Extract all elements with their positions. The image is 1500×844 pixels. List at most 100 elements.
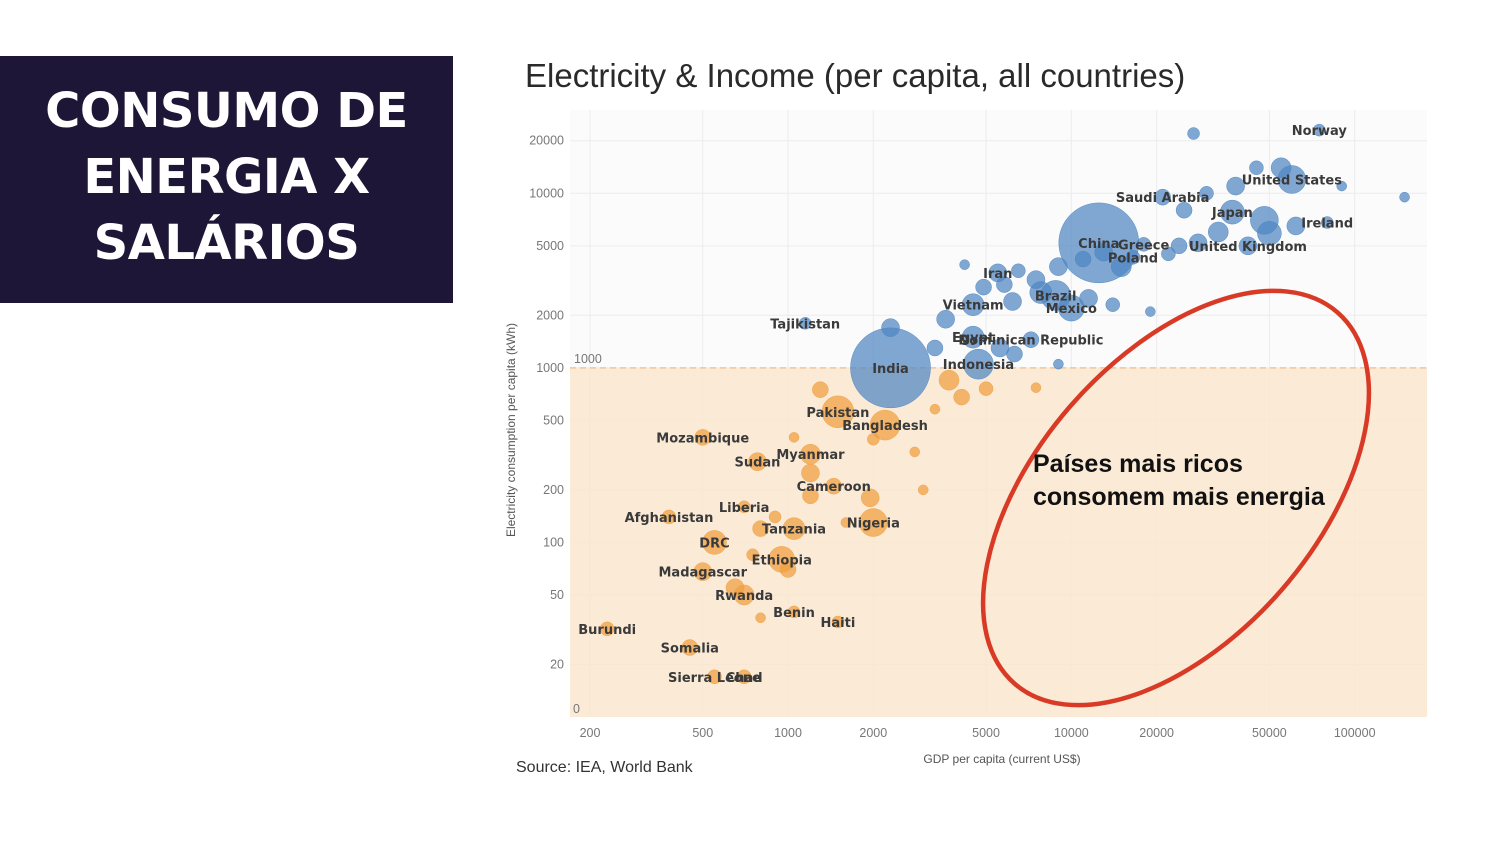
data-point xyxy=(1199,186,1214,201)
country-label: Iran xyxy=(983,267,1012,282)
country-label: China xyxy=(1078,237,1119,252)
data-point xyxy=(1286,216,1306,236)
country-label: Myanmar xyxy=(776,448,845,463)
data-point xyxy=(1003,292,1022,311)
country-label: Vietnam xyxy=(943,299,1004,314)
data-point xyxy=(1049,257,1068,276)
data-point xyxy=(1270,157,1292,179)
data-point xyxy=(1170,237,1188,255)
data-point xyxy=(909,446,920,458)
data-point xyxy=(1026,270,1046,289)
country-label: Haiti xyxy=(821,616,856,631)
data-point xyxy=(860,488,880,508)
country-label: Greece xyxy=(1118,238,1169,253)
data-point xyxy=(1079,289,1098,308)
slide-title-line-2: ENERGIA X xyxy=(83,148,370,205)
y-tick-label: 500 xyxy=(543,413,564,427)
y-tick-label: 50 xyxy=(550,588,564,602)
point-tanzania xyxy=(782,517,806,540)
annotation-line-1: Países mais ricos xyxy=(1033,450,1243,478)
point-sierra-leone xyxy=(707,669,722,685)
point-nigeria xyxy=(859,508,888,537)
point-ireland xyxy=(1320,216,1334,229)
point-benin xyxy=(787,605,801,619)
slide-title-line-3: SALÁRIOS xyxy=(93,214,360,271)
country-label: Saudi Arabia xyxy=(1116,191,1209,206)
data-point xyxy=(1030,382,1042,393)
country-label: Rwanda xyxy=(715,589,773,604)
point-cameroon xyxy=(825,477,843,495)
data-point xyxy=(788,432,800,443)
y-tick-label: 10000 xyxy=(529,186,564,200)
data-point xyxy=(1226,176,1245,196)
data-point xyxy=(1145,306,1156,317)
country-label: Brazil xyxy=(1035,289,1077,304)
country-label: Tajikistan xyxy=(770,317,840,332)
country-label: Afghanistan xyxy=(625,511,714,526)
country-label: Chad xyxy=(726,671,763,686)
x-tick-label: 500 xyxy=(692,726,713,740)
point-dominican-republic xyxy=(1022,331,1040,348)
country-label: Ireland xyxy=(1301,217,1353,232)
country-label: DRC xyxy=(699,536,729,551)
data-point xyxy=(801,463,820,483)
point-sudan xyxy=(748,452,767,471)
country-label: India xyxy=(872,362,909,377)
data-point xyxy=(755,612,766,624)
data-point xyxy=(802,487,819,505)
country-label: Tanzania xyxy=(762,523,826,538)
data-point xyxy=(840,517,852,528)
slide-title-line-1: CONSUMO DE xyxy=(45,82,408,139)
x-tick-label: 10000 xyxy=(1054,726,1089,740)
data-point xyxy=(1249,160,1264,176)
data-point xyxy=(812,381,829,398)
data-point xyxy=(975,278,992,296)
x-tick-label: 20000 xyxy=(1139,726,1174,740)
country-label: Indonesia xyxy=(943,358,1014,373)
country-label: Madagascar xyxy=(658,566,747,581)
point-saudi-arabia xyxy=(1154,188,1171,206)
country-label: Nigeria xyxy=(847,517,900,532)
country-label: United Kingdom xyxy=(1189,240,1307,255)
x-tick-label: 1000 xyxy=(774,726,802,740)
slide-title: CONSUMO DE ENERGIA X SALÁRIOS xyxy=(45,78,408,276)
country-label: Mexico xyxy=(1046,302,1097,317)
point-drc xyxy=(702,530,727,555)
data-point xyxy=(1188,233,1208,253)
country-label: Egypt xyxy=(952,331,994,346)
country-label: Pakistan xyxy=(806,406,869,421)
data-point xyxy=(1161,246,1176,262)
y-tick-label: 200 xyxy=(543,483,564,497)
y-tick-label: 1000 xyxy=(536,361,564,375)
x-tick-label: 200 xyxy=(580,726,601,740)
point-somalia xyxy=(681,639,699,656)
point-japan xyxy=(1220,199,1245,225)
point-vietnam xyxy=(961,293,985,316)
country-label: Cameroon xyxy=(797,480,871,495)
data-point xyxy=(881,318,900,337)
y-axis-label: Electricity consumption per capita (kWh) xyxy=(504,323,518,537)
country-label: Ethiopia xyxy=(752,553,812,568)
data-point xyxy=(1053,358,1064,370)
data-point xyxy=(746,548,759,562)
x-tick-label: 50000 xyxy=(1252,726,1287,740)
annotation-line-2: consomem mais energia xyxy=(1033,483,1326,511)
country-label: Benin xyxy=(773,606,815,621)
data-point xyxy=(1175,201,1193,219)
point-burundi xyxy=(599,621,615,637)
point-united-kingdom xyxy=(1238,236,1258,256)
data-point xyxy=(926,339,944,357)
point-mexico xyxy=(1058,294,1085,322)
data-point xyxy=(1011,263,1026,278)
axis-ticks: 200 500 1000 2000 5000 10000 20000 50000 1000002… xyxy=(529,134,1375,740)
highlight-ellipse xyxy=(980,288,1372,708)
point-egypt xyxy=(961,325,985,349)
source-note: Source: IEA, World Bank xyxy=(516,759,694,776)
data-point xyxy=(936,309,955,329)
data-point xyxy=(725,578,745,598)
country-label: Somalia xyxy=(661,642,719,657)
country-label: Poland xyxy=(1108,251,1158,266)
data-point xyxy=(1094,242,1113,262)
country-label: Norway xyxy=(1292,124,1348,139)
